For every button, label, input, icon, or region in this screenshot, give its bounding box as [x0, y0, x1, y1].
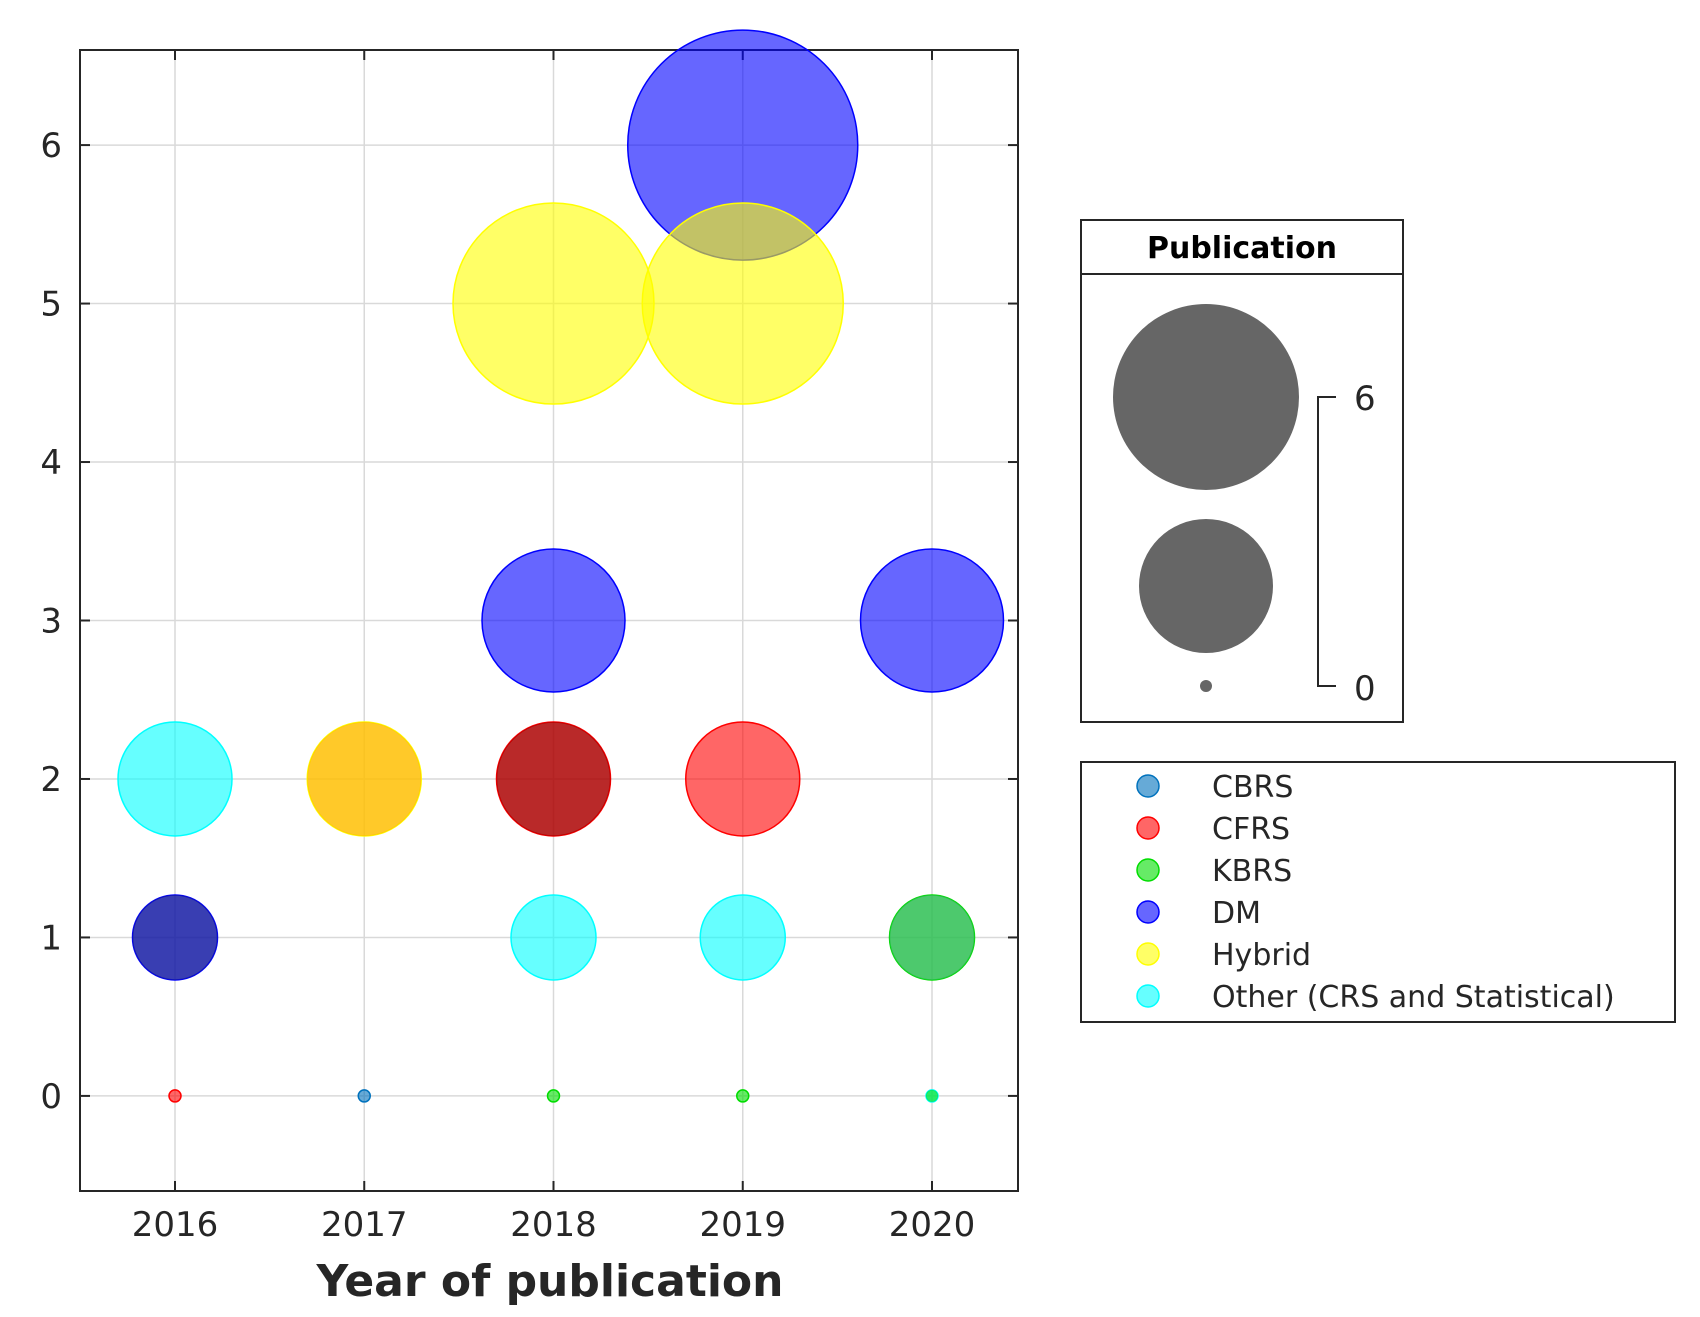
bubble-cfrs — [168, 1089, 182, 1103]
bubble-hybrid — [641, 202, 844, 405]
size-legend-max-label: 6 — [1354, 379, 1376, 419]
size-legend-min-label: 0 — [1354, 669, 1376, 709]
bubble-overlap — [926, 1089, 938, 1102]
legend-label-cbrs: CBRS — [1212, 770, 1293, 805]
legend-marker-kbrs — [1136, 858, 1160, 882]
size-legend-medium-bubble — [1139, 519, 1273, 653]
size-legend-title: Publication — [1147, 231, 1337, 266]
axis-ticks — [80, 50, 1018, 1191]
legend-marker-other-crs-and-statistical — [1136, 984, 1160, 1008]
legend-label-other-crs-and-statistical: Other (CRS and Statistical) — [1212, 980, 1615, 1015]
bubble-dm — [481, 548, 626, 693]
color-legend-box — [1080, 761, 1676, 1023]
bubble-cbrs — [357, 1089, 371, 1103]
y-tick-label: 5 — [40, 285, 62, 325]
size-legend: Publication 6 0 — [1080, 219, 1404, 723]
legend-label-hybrid: Hybrid — [1212, 938, 1311, 973]
legend-marker-cbrs — [1136, 774, 1160, 798]
legend-label-kbrs: KBRS — [1212, 854, 1292, 889]
bubble-kbrs — [546, 1089, 561, 1103]
y-tick-label: 6 — [40, 126, 62, 166]
bubble-overlap — [132, 894, 218, 980]
bubbles — [117, 29, 1005, 1103]
legend-label-dm: DM — [1212, 896, 1261, 931]
legend-marker-dm — [1136, 900, 1160, 924]
x-tick-label: 2019 — [699, 1205, 786, 1245]
bubble-hybrid — [452, 202, 655, 405]
x-tick-label: 2018 — [510, 1205, 597, 1245]
legend-marker-hybrid — [1136, 942, 1160, 966]
bubble-dm — [859, 548, 1005, 693]
bubble-other-crs-and-statistical — [699, 894, 786, 981]
bubble-overlap — [889, 894, 975, 980]
size-legend-bracket — [1317, 396, 1336, 687]
bubble-cfrs — [685, 721, 801, 837]
bubble-other-crs-and-statistical — [117, 721, 233, 837]
bubble-overlap — [496, 721, 611, 836]
bubble-overlap — [307, 721, 422, 836]
color-legend: CBRS CFRS KBRS DM Hybrid Other (CRS and Stati… — [1080, 761, 1676, 1023]
y-tick-label: 2 — [40, 760, 62, 800]
y-tick-label: 1 — [40, 918, 62, 958]
y-tick-label: 4 — [40, 443, 62, 483]
x-tick-label: 2017 — [321, 1205, 408, 1245]
bubble-kbrs — [736, 1089, 750, 1103]
x-tick-label: 2020 — [889, 1205, 976, 1245]
y-tick-labels: 0 1 2 3 4 5 6 — [40, 126, 62, 1117]
x-tick-label: 2016 — [132, 1205, 219, 1245]
y-tick-label: 0 — [40, 1077, 62, 1117]
size-legend-small-bubble — [1200, 680, 1212, 692]
x-axis-label: Year of publication — [316, 1256, 784, 1307]
bubble-other-crs-and-statistical — [510, 894, 597, 981]
legend-marker-cfrs — [1136, 816, 1160, 840]
y-tick-label: 3 — [40, 602, 62, 642]
legend-label-cfrs: CFRS — [1212, 812, 1290, 847]
size-legend-large-bubble — [1113, 304, 1299, 490]
x-tick-labels: 2016 2017 2018 2019 2020 — [132, 1205, 976, 1245]
